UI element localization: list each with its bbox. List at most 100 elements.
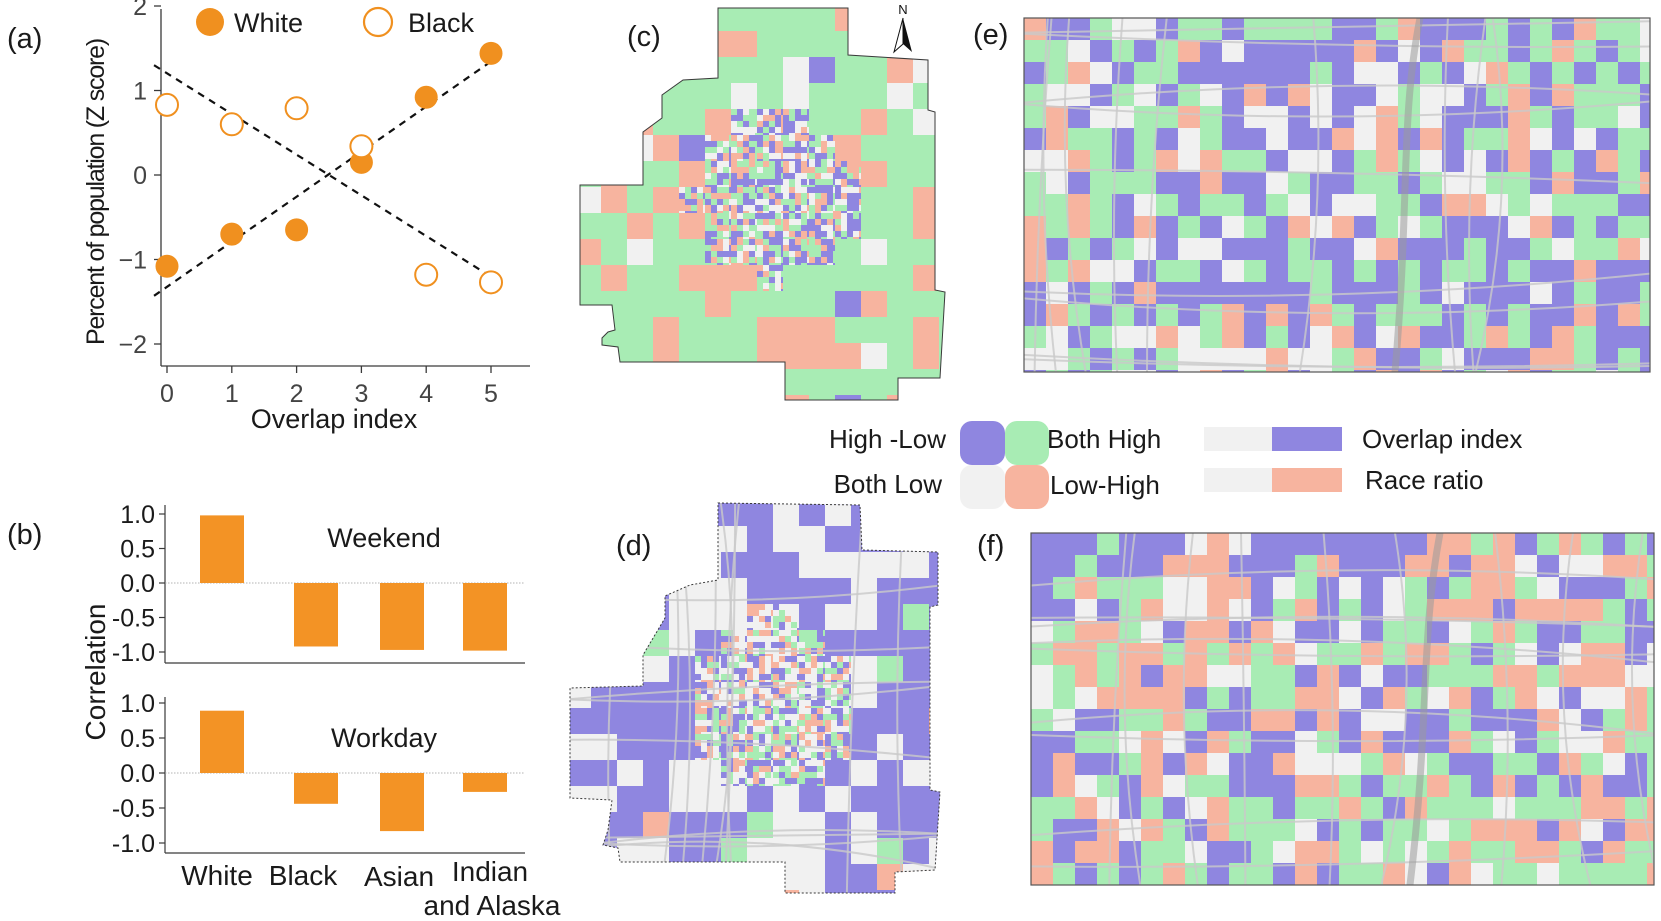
map-c-tract	[601, 187, 627, 213]
map-f-tract	[1295, 577, 1317, 599]
map-f-tract	[1317, 841, 1339, 863]
map-c-tract	[763, 135, 769, 141]
map-c-tract	[887, 369, 913, 395]
map-d-tract	[831, 668, 837, 674]
map-c-tract	[705, 167, 711, 173]
map-e-tract	[1178, 348, 1200, 370]
map-f-road	[1182, 533, 1199, 885]
map-d-tract	[773, 772, 779, 778]
map-d-tract	[831, 714, 837, 720]
map-c-tract	[705, 83, 731, 109]
map-d-tract	[779, 604, 785, 610]
map-c-tract	[887, 161, 913, 187]
map-f-road	[1031, 615, 1654, 628]
map-e-tract	[1090, 18, 1112, 40]
map-d-tract	[817, 668, 823, 674]
map-f-tract	[1471, 577, 1493, 599]
map-e-tract	[1046, 238, 1068, 260]
map-d-tract	[733, 636, 739, 642]
map-e-tract	[1552, 150, 1574, 172]
map-c-tract	[769, 283, 775, 289]
map-d-tract	[713, 708, 719, 714]
map-d-tract	[669, 552, 695, 578]
map-d-tract	[727, 662, 733, 668]
map-d-tract	[721, 694, 727, 700]
map-d-tract	[727, 656, 733, 662]
map-c-tract	[731, 245, 737, 251]
map-e-tract	[1332, 282, 1354, 304]
map-d-tract	[799, 604, 825, 630]
map-e-tract	[1332, 40, 1354, 62]
map-c-tract	[809, 179, 815, 185]
map-c-tract	[861, 31, 887, 57]
map-e-tract	[1112, 216, 1134, 238]
map-e-tract	[1200, 260, 1222, 282]
map-f-tract	[1075, 665, 1097, 687]
map-e-tract	[1068, 304, 1090, 326]
map-d-tract	[843, 662, 849, 668]
map-f-tract	[1273, 621, 1295, 643]
map-d-tract	[903, 890, 929, 893]
map-c-tract	[827, 239, 833, 245]
map-c-tract	[827, 193, 833, 199]
map-c-tract	[711, 141, 717, 147]
map-d-tract	[713, 662, 719, 668]
map-c-tract	[827, 167, 833, 173]
map-c-tract	[737, 109, 743, 115]
map-c-tract	[789, 115, 795, 121]
map-e-tract	[1354, 260, 1376, 282]
map-e-tract	[1354, 348, 1376, 370]
map-c-tract	[821, 193, 827, 199]
map-f-tract	[1273, 775, 1295, 797]
map-d-tract	[695, 864, 721, 890]
map-f-tract	[1163, 819, 1185, 841]
map-e-tract	[1376, 150, 1398, 172]
map-d-tract	[785, 656, 791, 662]
map-c-tract	[795, 147, 801, 153]
map-c-tract	[723, 187, 729, 193]
map-f-tract	[1449, 797, 1471, 819]
map-c-tract	[783, 369, 809, 395]
map-d-tract	[753, 708, 759, 714]
map-c-tract	[783, 225, 789, 231]
map-f-tract	[1559, 863, 1581, 885]
map-e-tract	[1090, 216, 1112, 238]
map-e-tract	[1090, 150, 1112, 172]
map-e-tract	[1420, 370, 1442, 372]
map-e-tract	[1024, 128, 1046, 150]
map-d-tract	[643, 786, 669, 812]
map-e-tract	[1046, 150, 1068, 172]
map-c-tract	[697, 187, 703, 193]
map-f-tract	[1493, 797, 1515, 819]
map-d-tract	[843, 674, 849, 680]
map-c-tract	[783, 219, 789, 225]
map-c-tract	[835, 57, 861, 83]
map-d-tract	[695, 668, 701, 674]
map-c-tract	[861, 161, 887, 187]
map-c-tract	[847, 219, 853, 225]
map-c-tract	[861, 57, 887, 83]
map-c-tract	[809, 173, 815, 179]
map-d-tract	[773, 688, 779, 694]
map-c-tract	[783, 115, 789, 121]
map-c-tract	[789, 141, 795, 147]
map-c-tract	[835, 199, 841, 205]
map-d-tract	[811, 708, 817, 714]
map-e-tract	[1266, 194, 1288, 216]
map-c-tract	[737, 225, 743, 231]
map-d-tract	[805, 700, 811, 706]
map-c-tract	[711, 199, 717, 205]
map-c-tract	[757, 395, 783, 400]
map-e-tract	[1068, 326, 1090, 348]
map-e-tract	[1508, 216, 1530, 238]
map-d-tract	[843, 740, 849, 746]
map-d-tract	[721, 714, 727, 720]
map-d-tract	[825, 740, 831, 746]
map-e-tract	[1222, 304, 1244, 326]
map-d-tract	[721, 734, 727, 740]
map-c-tract	[711, 219, 717, 225]
map-c-tract	[731, 205, 737, 211]
map-f-tract	[1053, 731, 1075, 753]
map-d-tract	[747, 674, 753, 680]
map-f-tract	[1427, 731, 1449, 753]
